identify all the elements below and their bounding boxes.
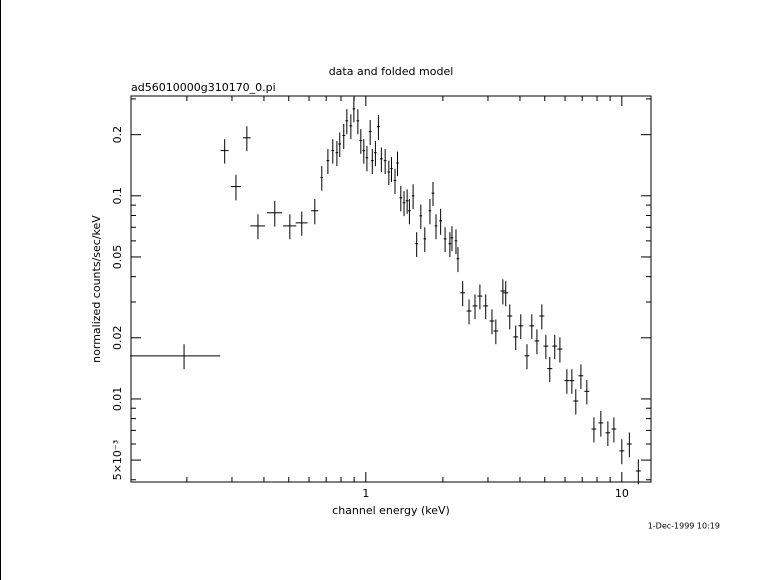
x-axis-label: channel energy (keV) — [332, 504, 450, 517]
y-axis-label: normalized counts/sec/keV — [90, 215, 103, 363]
chart-title: data and folded model — [329, 65, 454, 78]
y-tick-label: 5×10⁻³ — [111, 440, 124, 480]
y-tick-label: 0.01 — [111, 387, 124, 412]
x-tick-label: 1 — [362, 487, 369, 500]
y-tick-label: 0.02 — [111, 326, 124, 351]
file-label: ad56010000g310170_0.pi — [131, 81, 276, 94]
timestamp: 1-Dec-1999 10:19 — [648, 522, 720, 531]
x-tick-label: 10 — [615, 487, 629, 500]
plot-frame — [130, 95, 652, 483]
y-tick-label: 0.05 — [111, 245, 124, 270]
y-tick-label: 0.1 — [111, 187, 124, 205]
y-tick-label: 0.2 — [111, 126, 124, 144]
